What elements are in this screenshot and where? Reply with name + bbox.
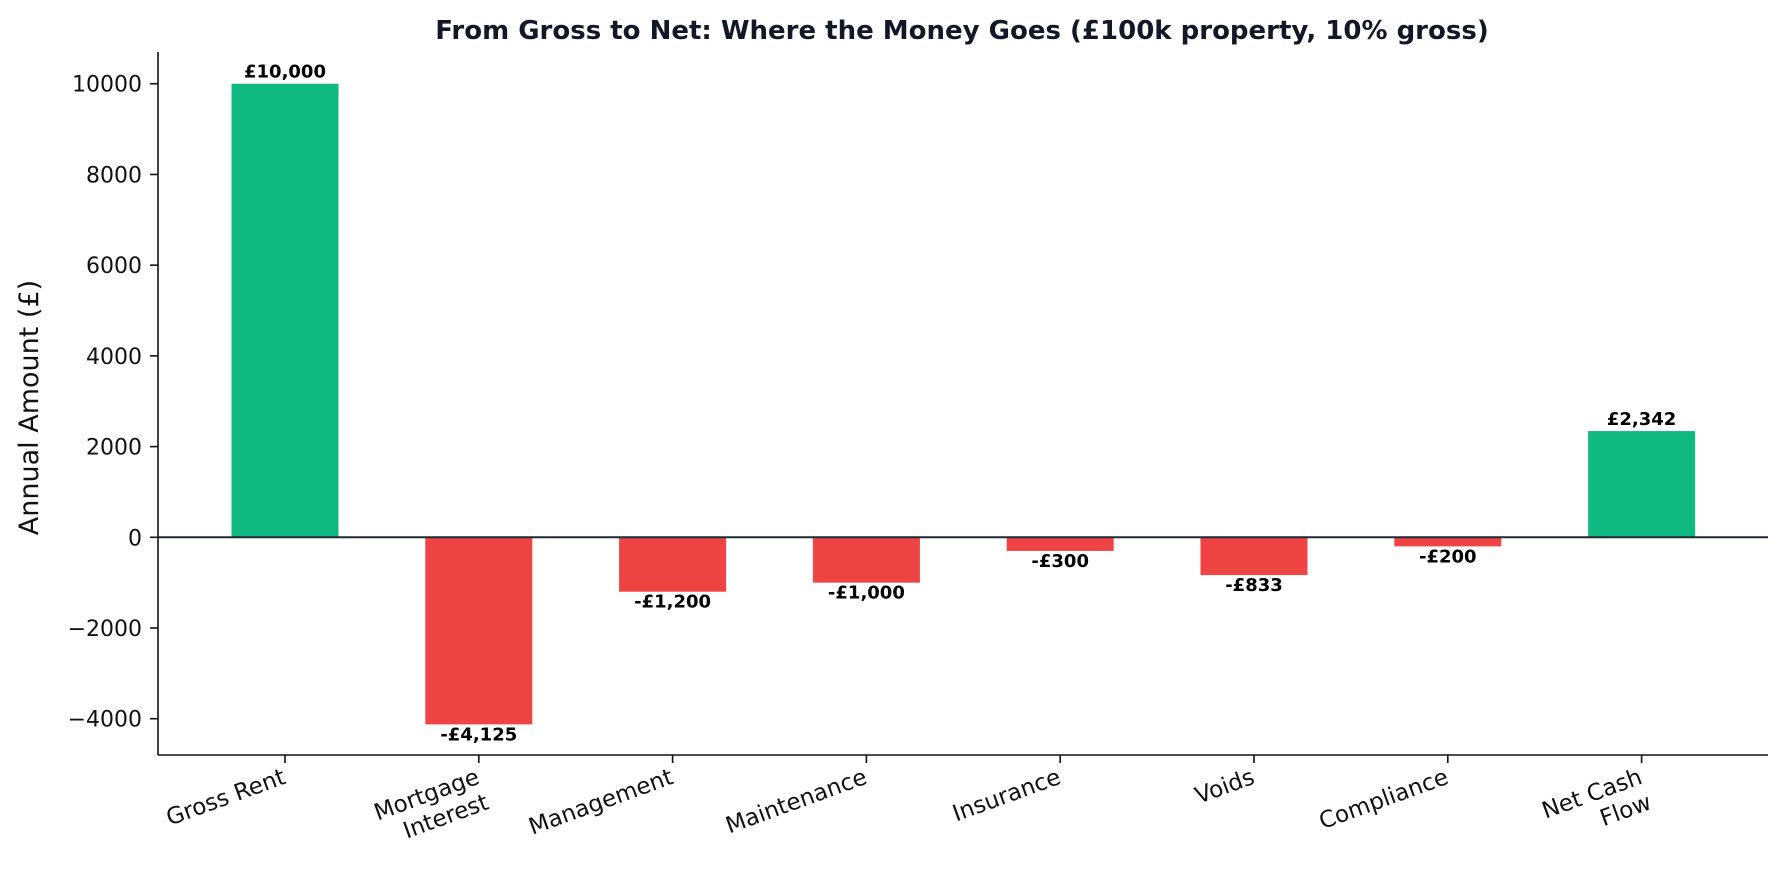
y-tick-label-3: 4000 [86, 345, 142, 370]
x-tick-label-5: Voids [1192, 764, 1258, 809]
data-label-6: -£200 [1419, 546, 1477, 567]
bar-6 [1394, 537, 1502, 547]
y-tick-label-4: 2000 [86, 436, 142, 461]
bar-1 [425, 537, 533, 725]
bar-3 [812, 537, 920, 583]
data-label-5: -£833 [1225, 575, 1283, 596]
x-tick-label-2: Management [525, 764, 676, 840]
data-label-2: -£1,200 [634, 592, 711, 613]
y-tick-label-6: −2000 [68, 617, 142, 642]
x-tick-label-6: Compliance [1316, 764, 1452, 835]
chart-title: From Gross to Net: Where the Money Goes … [435, 16, 1488, 46]
bar-7 [1588, 431, 1696, 538]
y-tick-label-7: −4000 [68, 708, 142, 733]
bar-5 [1200, 537, 1308, 576]
y-tick-label-2: 6000 [86, 254, 142, 279]
data-label-1: -£4,125 [440, 724, 517, 745]
x-tick-label-4: Insurance [949, 764, 1064, 827]
y-tick-label-0: 10000 [72, 73, 142, 98]
x-tick-label-1: MortgageInterest [371, 764, 492, 851]
y-axis-label: Annual Amount (£) [14, 280, 45, 535]
data-label-7: £2,342 [1607, 409, 1676, 430]
bar-0 [231, 83, 339, 538]
x-tick-label-7: Net CashFlow [1539, 764, 1655, 850]
data-label-0: £10,000 [244, 62, 326, 83]
x-tick-label-0: Gross Rent [163, 764, 289, 831]
data-label-4: -£300 [1031, 551, 1089, 572]
plot-area: 10000 8000 6000 4000 2000 0 −2000 −4000 Gross Re… [68, 52, 1768, 851]
data-label-3: -£1,000 [828, 583, 905, 604]
y-tick-label-1: 8000 [86, 163, 142, 188]
bar-4 [1006, 537, 1114, 551]
x-tick-label-3: Maintenance [722, 764, 870, 839]
bar-2 [619, 537, 727, 592]
y-tick-label-5: 0 [128, 526, 142, 551]
